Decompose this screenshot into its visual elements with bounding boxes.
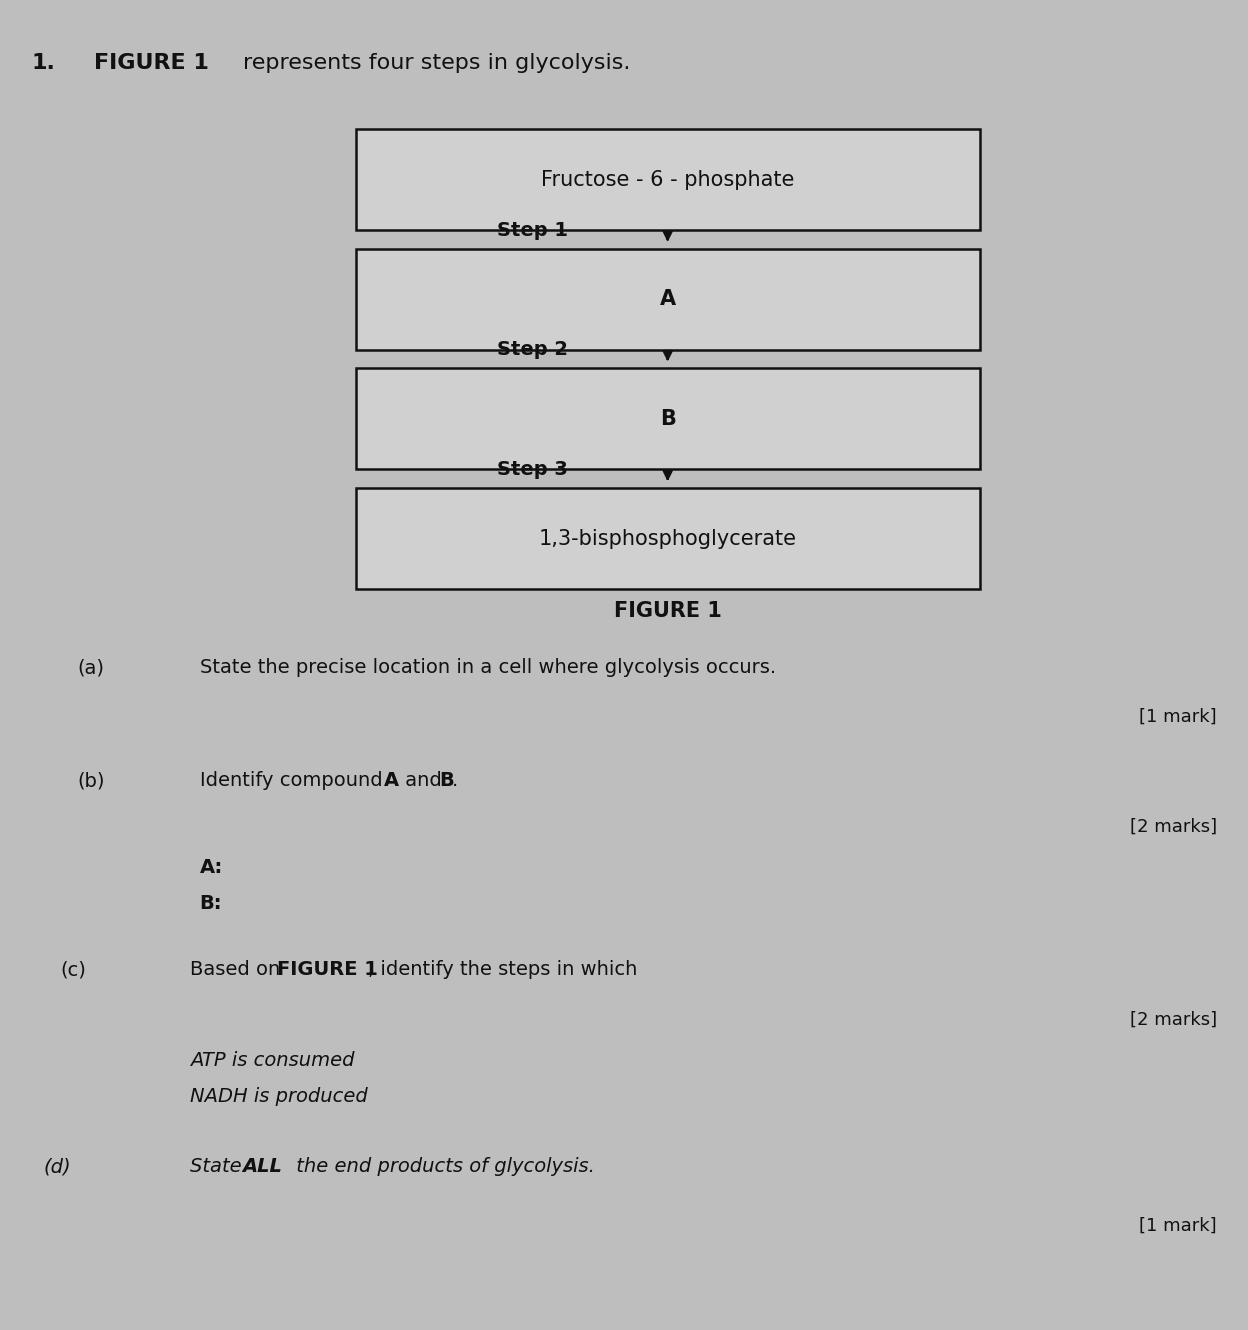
- Text: 1,3-bisphosphoglycerate: 1,3-bisphosphoglycerate: [539, 528, 796, 549]
- Text: State: State: [190, 1157, 247, 1176]
- Text: B: B: [439, 771, 454, 790]
- Text: Fructose - 6 - phosphate: Fructose - 6 - phosphate: [540, 169, 795, 190]
- Text: FIGURE 1: FIGURE 1: [614, 601, 721, 621]
- FancyBboxPatch shape: [356, 368, 980, 469]
- Text: represents four steps in glycolysis.: represents four steps in glycolysis.: [243, 53, 630, 73]
- Text: FIGURE 1: FIGURE 1: [94, 53, 208, 73]
- Text: A:: A:: [200, 858, 223, 876]
- Text: B: B: [660, 408, 675, 430]
- Text: [1 mark]: [1 mark]: [1139, 708, 1217, 726]
- Text: 1.: 1.: [31, 53, 55, 73]
- Text: (c): (c): [60, 960, 86, 979]
- Text: A: A: [660, 289, 675, 310]
- Text: (b): (b): [77, 771, 105, 790]
- Text: Based on: Based on: [190, 960, 286, 979]
- Text: .: .: [452, 771, 458, 790]
- Text: [2 marks]: [2 marks]: [1129, 1011, 1217, 1029]
- FancyBboxPatch shape: [356, 249, 980, 350]
- Text: NADH is produced: NADH is produced: [190, 1087, 367, 1105]
- Text: ATP is consumed: ATP is consumed: [190, 1051, 354, 1069]
- Text: , identify the steps in which: , identify the steps in which: [368, 960, 638, 979]
- Text: Step 3: Step 3: [497, 460, 568, 479]
- Text: Step 1: Step 1: [497, 221, 568, 239]
- Text: and: and: [399, 771, 448, 790]
- Text: FIGURE 1: FIGURE 1: [277, 960, 378, 979]
- FancyBboxPatch shape: [356, 488, 980, 589]
- Text: State the precise location in a cell where glycolysis occurs.: State the precise location in a cell whe…: [200, 658, 776, 677]
- Text: (d): (d): [44, 1157, 71, 1176]
- Text: [1 mark]: [1 mark]: [1139, 1217, 1217, 1236]
- Text: (a): (a): [77, 658, 105, 677]
- Text: [2 marks]: [2 marks]: [1129, 818, 1217, 837]
- Text: Identify compound: Identify compound: [200, 771, 388, 790]
- Text: ALL: ALL: [242, 1157, 282, 1176]
- Text: B:: B:: [200, 894, 222, 912]
- FancyBboxPatch shape: [356, 129, 980, 230]
- Text: Step 2: Step 2: [497, 340, 568, 359]
- Text: A: A: [384, 771, 399, 790]
- Text: the end products of glycolysis.: the end products of glycolysis.: [290, 1157, 594, 1176]
